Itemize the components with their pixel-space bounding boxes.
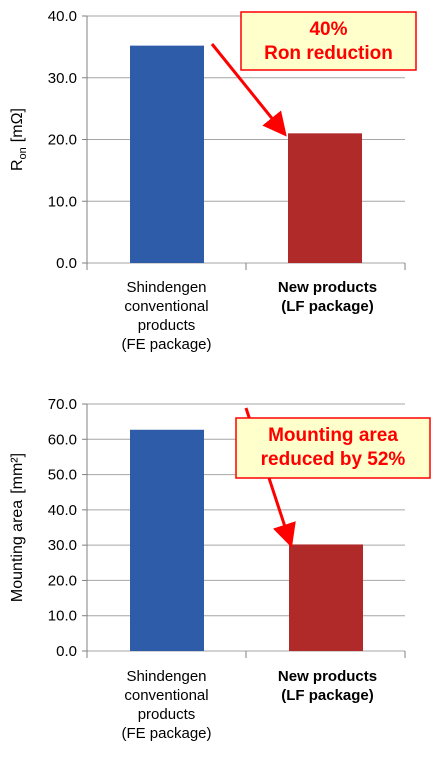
x-category-label: Shindengen <box>126 668 206 685</box>
y-tick-label: 50.0 <box>48 467 77 484</box>
callout-text: 40% <box>309 19 347 40</box>
x-category-label: (LF package) <box>281 687 374 704</box>
bar-new-products <box>289 544 363 651</box>
y-tick-label: 0.0 <box>56 255 77 272</box>
chart-1: 0.0 10.0 20.0 30.0 40.0 Shindengen conventiona… <box>9 8 417 353</box>
x-category-label: Shindengen <box>126 279 206 296</box>
x-category-label: (LF package) <box>281 298 374 315</box>
y-axis-label: Mounting area[mm²] <box>9 453 26 602</box>
y-tick-label: 0.0 <box>56 643 77 660</box>
bar-new-products <box>288 133 362 263</box>
y-axis-label: Ron[mΩ] <box>9 108 29 171</box>
y-tick-label: 20.0 <box>48 132 77 149</box>
x-category-label: conventional <box>124 298 208 315</box>
x-category-label: (FE package) <box>121 336 211 353</box>
callout-box <box>235 417 431 479</box>
x-category-label: New products <box>278 279 377 296</box>
callout-text: Mounting area <box>268 425 398 446</box>
y-tick-label: 40.0 <box>48 502 77 519</box>
y-tick-label: 10.0 <box>48 193 77 210</box>
x-category-label: products <box>138 706 196 723</box>
reduction-arrow <box>210 43 287 137</box>
callout-text: reduced by 52% <box>261 449 406 470</box>
y-tick-label: 30.0 <box>48 537 77 554</box>
x-category-label: (FE package) <box>121 725 211 742</box>
bar-conventional <box>130 45 204 263</box>
x-category-label: New products <box>278 668 377 685</box>
y-tick-label: 20.0 <box>48 572 77 589</box>
callout-text: Ron reduction <box>264 43 393 64</box>
y-tick-label: 30.0 <box>48 70 77 87</box>
y-tick-label: 40.0 <box>48 8 77 25</box>
bar-conventional <box>130 429 204 651</box>
y-tick-label: 10.0 <box>48 608 77 625</box>
y-tick-label: 70.0 <box>48 396 77 413</box>
callout-box <box>240 11 417 71</box>
x-category-label: products <box>138 317 196 334</box>
y-tick-label: 60.0 <box>48 431 77 448</box>
chart-2: 0.0 10.0 20.0 30.0 40.0 50.0 60.0 70.0 Shindenge… <box>9 396 431 742</box>
x-category-label: conventional <box>124 687 208 704</box>
